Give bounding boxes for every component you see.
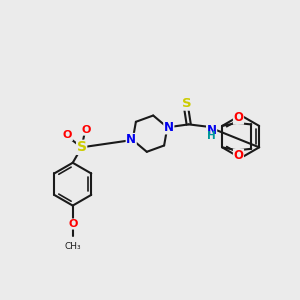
Text: N: N bbox=[207, 124, 217, 137]
Text: S: S bbox=[76, 140, 87, 154]
Text: O: O bbox=[63, 130, 72, 140]
Text: O: O bbox=[233, 111, 244, 124]
Text: H: H bbox=[207, 131, 216, 141]
Text: O: O bbox=[81, 125, 91, 135]
Text: S: S bbox=[182, 97, 191, 110]
Text: O: O bbox=[233, 149, 244, 162]
Text: CH₃: CH₃ bbox=[64, 242, 81, 251]
Text: O: O bbox=[68, 219, 77, 229]
Text: N: N bbox=[126, 134, 136, 146]
Text: N: N bbox=[164, 121, 174, 134]
